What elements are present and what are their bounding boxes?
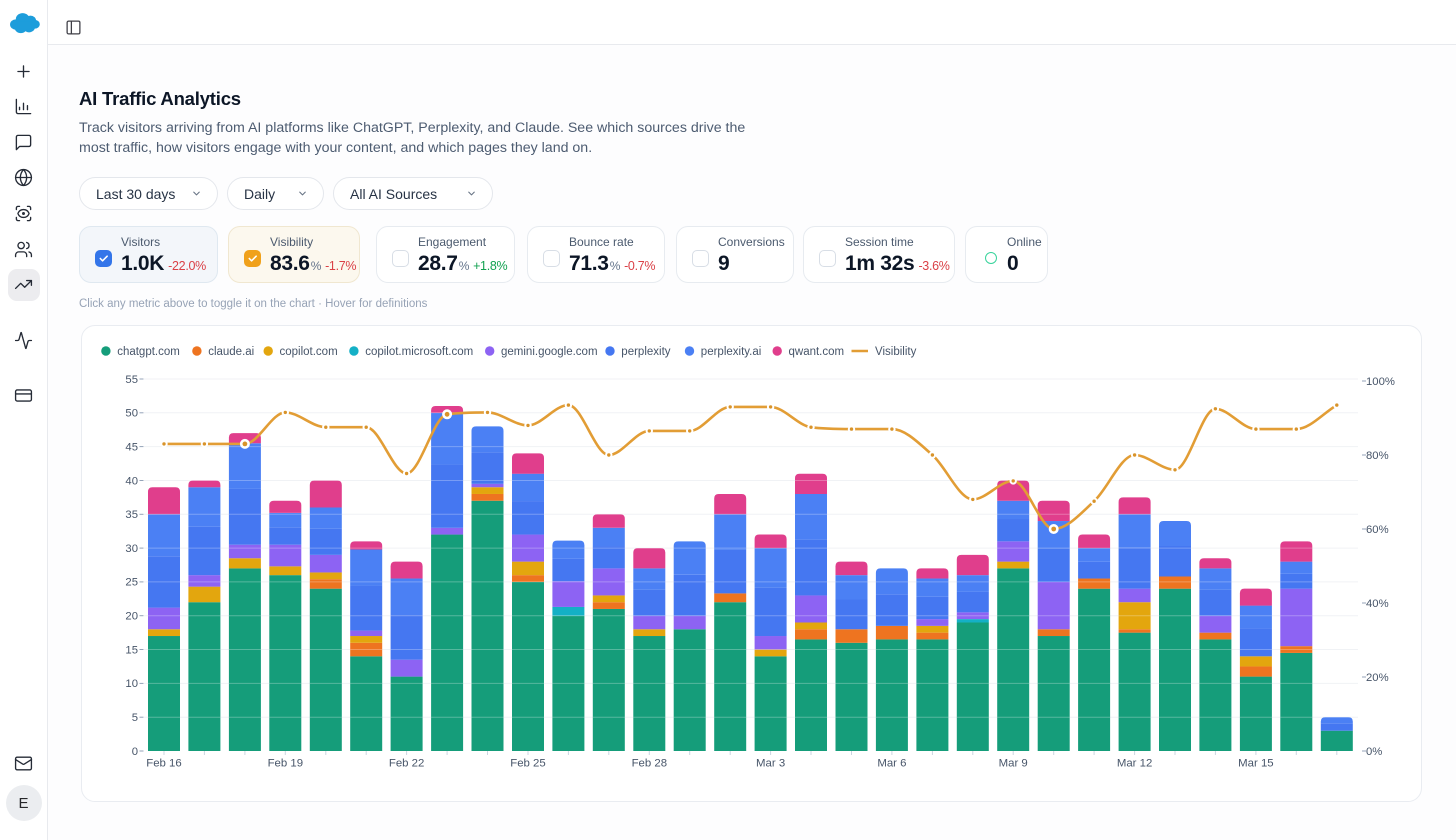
svg-text:qwant.com: qwant.com [789, 346, 845, 358]
svg-text:0: 0 [132, 746, 138, 758]
svg-text:40%: 40% [1366, 598, 1389, 610]
svg-text:20%: 20% [1366, 672, 1389, 684]
svg-text:0%: 0% [1366, 746, 1382, 758]
svg-text:Mar 15: Mar 15 [1238, 758, 1273, 770]
svg-text:20: 20 [125, 611, 138, 623]
svg-text:5: 5 [132, 712, 138, 724]
svg-text:Mar 6: Mar 6 [877, 758, 906, 770]
svg-text:Mar 3: Mar 3 [756, 758, 785, 770]
svg-text:80%: 80% [1366, 450, 1389, 462]
svg-text:45: 45 [125, 441, 138, 453]
svg-text:40: 40 [125, 475, 138, 487]
svg-text:35: 35 [125, 509, 138, 521]
svg-text:chatgpt.com: chatgpt.com [117, 346, 180, 358]
svg-text:perplexity.ai: perplexity.ai [701, 346, 762, 358]
svg-text:claude.ai: claude.ai [208, 346, 254, 358]
svg-text:perplexity: perplexity [621, 346, 670, 358]
svg-text:Visibility: Visibility [875, 346, 917, 358]
svg-text:10: 10 [125, 678, 138, 690]
svg-text:100%: 100% [1366, 376, 1395, 388]
svg-text:copilot.com: copilot.com [280, 346, 338, 358]
svg-text:30: 30 [125, 543, 138, 555]
svg-text:gemini.google.com: gemini.google.com [501, 346, 598, 358]
svg-text:copilot.microsoft.com: copilot.microsoft.com [365, 346, 473, 358]
svg-text:25: 25 [125, 577, 138, 589]
svg-text:Feb 16: Feb 16 [146, 758, 181, 770]
svg-text:55: 55 [125, 374, 138, 386]
svg-text:Feb 22: Feb 22 [389, 758, 424, 770]
svg-text:Mar 12: Mar 12 [1117, 758, 1152, 770]
svg-text:Mar 9: Mar 9 [999, 758, 1028, 770]
svg-text:Feb 25: Feb 25 [510, 758, 545, 770]
svg-text:Feb 19: Feb 19 [268, 758, 303, 770]
svg-text:60%: 60% [1366, 524, 1389, 536]
svg-text:15: 15 [125, 644, 138, 656]
svg-text:Feb 28: Feb 28 [632, 758, 667, 770]
svg-text:50: 50 [125, 408, 138, 420]
